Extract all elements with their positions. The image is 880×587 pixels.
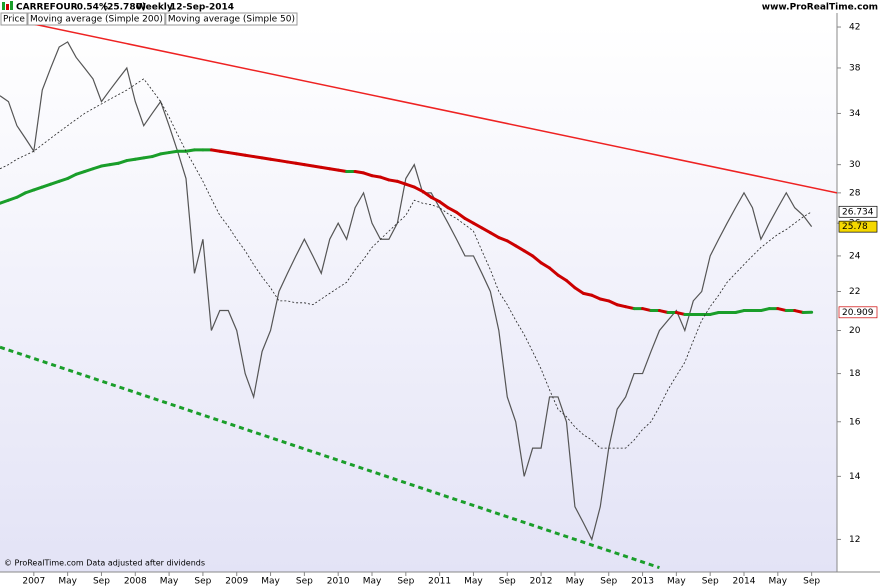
legend-box: [27, 12, 166, 26]
x-tick-label: May: [58, 577, 77, 587]
ma-segment: [522, 249, 535, 258]
x-tick-label: 2008: [124, 577, 147, 587]
symbol: CARREFOUR: [16, 3, 78, 13]
x-tick-label: 2012: [530, 577, 553, 587]
ma-segment: [463, 216, 475, 225]
x-tick-label: May: [769, 577, 788, 587]
x-tick-label: Sep: [499, 577, 516, 587]
y-tick-label: 30: [849, 160, 861, 170]
y-tick-label: 12: [849, 535, 860, 545]
x-tick-label: Sep: [702, 577, 719, 587]
x-tick-label: 2013: [631, 577, 654, 587]
period: Weekly: [136, 3, 173, 13]
x-tick-label: 2011: [428, 577, 451, 587]
x-tick-label: Sep: [93, 577, 110, 587]
y-tick-label: 14: [849, 472, 861, 482]
ma-segment: [488, 231, 501, 240]
price-tag-label: 26.734: [842, 207, 874, 217]
ma-segment: [590, 293, 602, 301]
y-tick-label: 24: [849, 251, 861, 261]
x-tick-label: Sep: [600, 577, 617, 587]
ma-segment: [573, 286, 585, 295]
price-tag: [838, 220, 878, 233]
price-line: [0, 41, 813, 542]
x-tick-label: 2007: [22, 577, 45, 587]
trendline: [0, 345, 660, 570]
x-tick-label: May: [261, 577, 280, 587]
legend-label: Moving average (Simple 200): [30, 15, 163, 25]
ma-segment: [564, 278, 577, 290]
x-tick-label: Sep: [397, 577, 414, 587]
ma-segment: [531, 254, 543, 265]
ma-segment: [438, 200, 450, 210]
y-tick-label: 38: [849, 63, 861, 73]
trendline: [34, 25, 837, 194]
ma-segment: [539, 261, 552, 270]
x-tick-label: May: [667, 577, 686, 587]
date: 12-Sep-2014: [170, 3, 234, 13]
legend-box: [165, 12, 298, 26]
price-tag-label: 20.909: [842, 308, 874, 318]
legend: Price Moving average (Simple 200) Moving a…: [0, 12, 298, 26]
icon: [6, 4, 9, 10]
x-tick-label: May: [363, 577, 382, 587]
ma-segment: [446, 206, 459, 214]
ma-segment: [505, 239, 518, 248]
plot-area: [0, 25, 837, 572]
ma-segment: [607, 299, 619, 307]
y-tick-label: 18: [849, 369, 861, 379]
change: -0.54%: [73, 3, 108, 13]
legend-label: Price: [3, 15, 25, 25]
ma-segment: [66, 172, 78, 181]
icon: [2, 2, 5, 10]
icon: [10, 1, 13, 10]
y-tick-label: 42: [849, 23, 860, 33]
ma-segment: [412, 185, 425, 193]
ma-segment: [429, 195, 442, 204]
legend-label: Moving average (Simple 50): [168, 15, 295, 25]
footer: © ProRealTime.com Data adjusted after di…: [4, 559, 205, 568]
price-tag: [838, 205, 878, 218]
x-tick-label: May: [566, 577, 585, 587]
x-tick-label: May: [160, 577, 179, 587]
x-tick-label: Sep: [803, 577, 820, 587]
last-price: (25.780): [103, 3, 146, 13]
ma-segment: [556, 273, 568, 282]
x-tick-label: 2014: [733, 577, 756, 587]
y-tick-label: 28: [849, 188, 861, 198]
ma-segment: [548, 266, 560, 277]
y-tick-label: 20: [849, 326, 861, 336]
price-tag-label: 25.78: [842, 222, 868, 232]
source: www.ProRealTime.com: [762, 3, 878, 13]
ma-segment: [15, 191, 27, 199]
x-tick-label: 2009: [225, 577, 248, 587]
ma-segment: [497, 236, 509, 243]
y-tick-label: 34: [849, 109, 861, 119]
ma-segment: [471, 221, 484, 230]
x-tick-label: Sep: [296, 577, 313, 587]
price-tag: [838, 306, 878, 319]
y-tick-label: 22: [849, 287, 860, 297]
y-tick-label: 16: [849, 417, 861, 427]
x-tick-label: Sep: [194, 577, 211, 587]
x-tick-label: May: [464, 577, 483, 587]
ma-segment: [421, 189, 433, 199]
legend-box: [0, 12, 28, 26]
plot: [0, 25, 837, 570]
ma-segment: [455, 210, 467, 220]
ma-segment: [480, 226, 492, 235]
ma-segment: [514, 244, 526, 253]
x-tick-label: 2010: [327, 577, 350, 587]
